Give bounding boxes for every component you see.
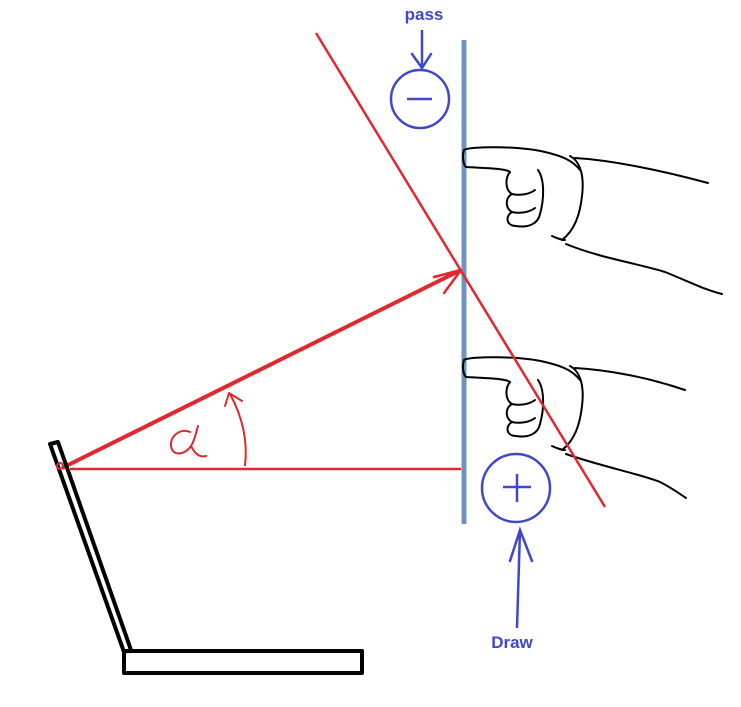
plus-circle-icon — [480, 452, 552, 524]
laptop-icon — [48, 440, 364, 675]
draw-arrowhead-icon — [508, 526, 534, 563]
alpha-glyph-icon — [169, 425, 207, 458]
draw-label: Draw — [491, 633, 533, 652]
sight-arrowhead-icon — [432, 268, 463, 295]
minus-circle-icon — [389, 68, 451, 130]
pass-arrowhead-icon — [410, 52, 433, 71]
laptop-base — [122, 649, 364, 675]
laptop-lid — [48, 440, 133, 654]
pass-label: pass — [405, 5, 444, 24]
top-hand-icon — [461, 146, 723, 295]
angle-arc-arrowhead-icon — [224, 392, 243, 407]
bottom-hand-icon — [461, 356, 687, 499]
laptop-camera-icon — [56, 462, 64, 470]
angle-arc — [229, 393, 247, 467]
draw-arrow-shaft — [515, 529, 522, 629]
sight-arrow-line — [61, 268, 462, 470]
